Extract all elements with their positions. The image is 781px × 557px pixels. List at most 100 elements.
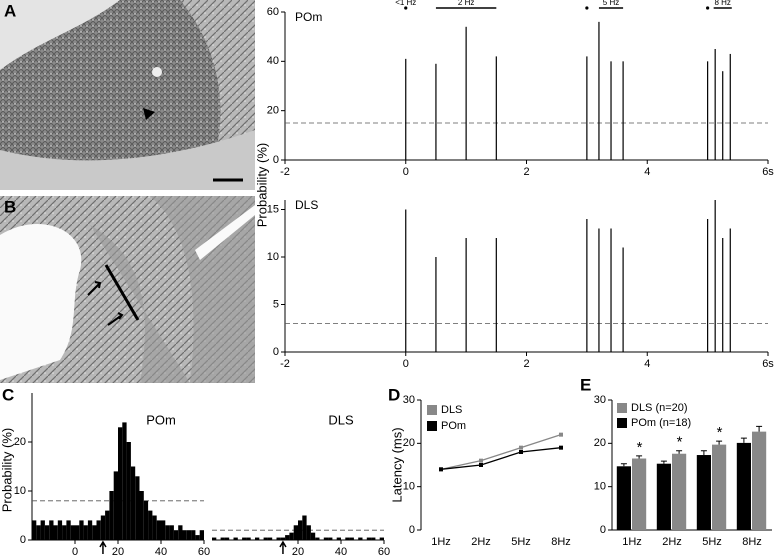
y-tick-label: 40 <box>267 55 279 67</box>
x-tick-label: 60 <box>198 546 210 557</box>
panel-title: DLS <box>295 198 318 212</box>
legend-swatch <box>617 403 627 413</box>
y-axis-label: Probability (%) <box>0 428 14 513</box>
histogram-bar <box>366 537 372 540</box>
x-tick-label: 1Hz <box>431 536 451 548</box>
peak-bar <box>435 63 437 160</box>
series-line <box>440 447 562 470</box>
histogram-bar <box>36 525 41 540</box>
x-tick-label: 60 <box>378 546 390 557</box>
peak-bar <box>610 228 612 352</box>
x-tick-label: 2 <box>523 166 529 178</box>
x-tick-label: 8Hz <box>551 536 571 548</box>
peak-bar <box>622 247 624 352</box>
histogram-bar <box>186 530 192 540</box>
peak-bar <box>405 58 407 160</box>
panel-label: D <box>388 385 400 404</box>
histogram-bar <box>306 525 311 540</box>
bar <box>616 466 631 530</box>
error-bar <box>620 463 627 467</box>
histogram-bar <box>379 537 384 540</box>
histogram-bar <box>139 491 144 540</box>
y-tick-label: 60 <box>267 6 279 18</box>
histogram-bar <box>32 520 37 540</box>
legend-label: DLS <box>441 404 462 416</box>
histogram-bar <box>199 530 204 540</box>
peak-bar <box>729 228 731 352</box>
histogram-bar <box>178 525 183 540</box>
x-tick-label: 2 <box>523 358 529 370</box>
panel-label: E <box>580 375 591 394</box>
histogram-bar <box>118 427 123 540</box>
panel-label: C <box>2 385 14 404</box>
histogram-bar <box>135 476 140 540</box>
histogram-bar <box>161 520 166 540</box>
x-tick-label: 4 <box>644 358 650 370</box>
histogram-bar <box>173 530 179 540</box>
histogram-bar <box>152 515 157 540</box>
stimulus-dot <box>585 6 589 10</box>
y-tick-label: 20 <box>14 436 26 448</box>
peak-bar <box>610 61 612 161</box>
histogram-bar <box>267 537 273 540</box>
legend-label: POm (n=18) <box>631 417 691 429</box>
histogram-bar <box>315 537 320 540</box>
y-axis-label: Latency (ms) <box>389 427 404 502</box>
x-tick-label: 1Hz <box>622 536 642 548</box>
peak-bar <box>495 56 497 160</box>
peak-bar <box>495 238 497 352</box>
y-tick-label: 10 <box>14 485 26 497</box>
histogram-bar <box>53 525 58 540</box>
x-tick-label: -2 <box>280 166 290 178</box>
histogram-bar <box>298 520 303 540</box>
stimulus-label: 8 Hz <box>714 0 730 7</box>
x-tick-label: 2Hz <box>471 536 491 548</box>
y-tick-label: 10 <box>594 481 606 493</box>
histogram-bar <box>169 525 174 540</box>
y-tick-label: 0 <box>600 524 606 536</box>
x-tick-label: 0 <box>72 546 78 557</box>
histogram-bar <box>302 515 307 540</box>
point <box>479 458 483 463</box>
bar <box>656 463 671 530</box>
significance-mark: * <box>677 434 683 451</box>
error-bar <box>740 437 747 443</box>
x-tick-label: 2Hz <box>662 536 682 548</box>
peak-bar <box>405 209 407 352</box>
panel-title: DLS <box>328 412 354 427</box>
bar <box>712 444 727 530</box>
onset-arrow <box>279 540 287 554</box>
micrograph-b <box>0 196 255 383</box>
point <box>519 450 523 454</box>
y-tick-label: 0 <box>409 524 415 536</box>
y-tick-label: 30 <box>594 394 606 406</box>
y-tick-label: 0 <box>273 154 279 166</box>
histogram-bar <box>49 520 54 540</box>
peak-bar <box>598 21 600 160</box>
stimulus-label: 2 Hz <box>458 0 474 7</box>
histogram-bar <box>345 537 350 540</box>
histogram-bar <box>255 537 260 540</box>
x-tick-label: 6s <box>762 166 774 178</box>
histogram-bar <box>143 500 149 540</box>
panel-title: POm <box>146 412 176 427</box>
significance-mark: * <box>637 439 643 456</box>
panel-label: B <box>4 197 16 216</box>
legend-swatch <box>427 421 437 431</box>
panel-title: POm <box>295 10 322 24</box>
histogram-bar <box>57 520 63 540</box>
histogram-bar <box>40 520 45 540</box>
histogram-bar <box>165 525 170 540</box>
histogram-bar <box>220 537 225 540</box>
histogram-bar <box>336 537 341 540</box>
histogram-bar <box>79 520 84 540</box>
histogram-bar <box>280 537 286 540</box>
error-bar <box>660 460 667 464</box>
peak-bar <box>722 71 724 160</box>
peak-bar <box>586 56 588 160</box>
y-tick-label: 15 <box>267 203 279 215</box>
histogram-bar <box>323 537 329 540</box>
stimulus-dot <box>404 6 408 10</box>
